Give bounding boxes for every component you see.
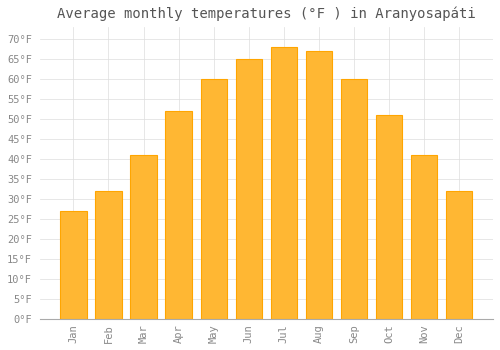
Bar [200,79,227,320]
Bar [96,191,122,320]
Bar [446,191,472,320]
Bar [60,211,86,320]
Bar [341,79,367,320]
Bar [236,59,262,320]
Bar [166,111,192,320]
Bar [130,155,156,320]
Bar [270,47,297,320]
Title: Average monthly temperatures (°F ) in Aranyosapáti: Average monthly temperatures (°F ) in Ar… [57,7,476,21]
Bar [411,155,438,320]
Bar [306,51,332,320]
Bar [376,115,402,320]
